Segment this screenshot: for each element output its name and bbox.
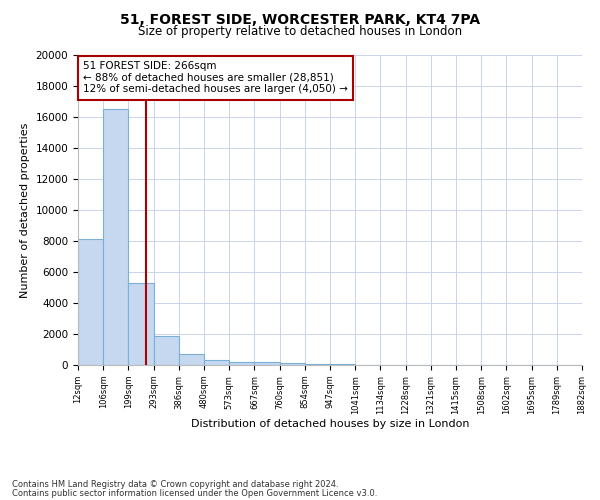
Bar: [103, 110, 128, 365]
Bar: [204, 360, 229, 365]
X-axis label: Distribution of detached houses by size in London: Distribution of detached houses by size …: [191, 420, 469, 430]
Bar: [254, 362, 280, 365]
Bar: [78, 240, 103, 365]
Text: Contains HM Land Registry data © Crown copyright and database right 2024.: Contains HM Land Registry data © Crown c…: [12, 480, 338, 489]
Bar: [229, 362, 254, 365]
Text: 51, FOREST SIDE, WORCESTER PARK, KT4 7PA: 51, FOREST SIDE, WORCESTER PARK, KT4 7PA: [120, 12, 480, 26]
Bar: [305, 364, 330, 365]
Bar: [330, 364, 355, 365]
Bar: [128, 283, 154, 365]
Y-axis label: Number of detached properties: Number of detached properties: [20, 122, 30, 298]
Text: 51 FOREST SIDE: 266sqm
← 88% of detached houses are smaller (28,851)
12% of semi: 51 FOREST SIDE: 266sqm ← 88% of detached…: [83, 61, 348, 94]
Bar: [154, 336, 179, 365]
Text: Contains public sector information licensed under the Open Government Licence v3: Contains public sector information licen…: [12, 488, 377, 498]
Bar: [179, 354, 204, 365]
Bar: [280, 362, 305, 365]
Text: Size of property relative to detached houses in London: Size of property relative to detached ho…: [138, 25, 462, 38]
